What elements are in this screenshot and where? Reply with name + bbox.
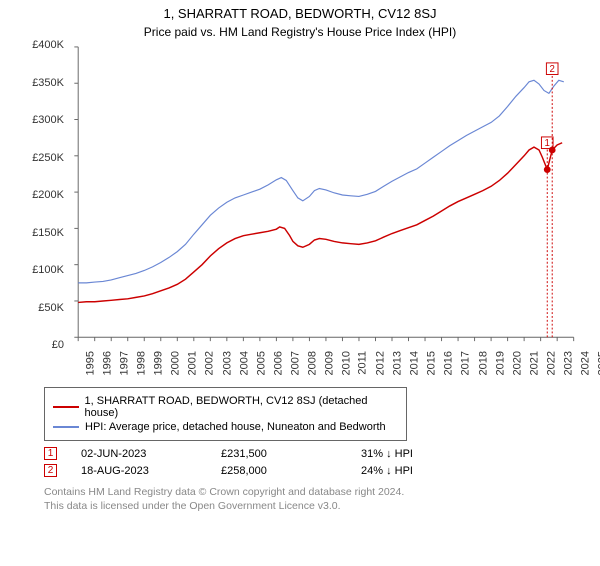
y-axis-label: £0: [20, 339, 64, 351]
data-point-price: £231,500: [221, 448, 361, 460]
data-point-date: 02-JUN-2023: [81, 448, 221, 460]
y-axis-label: £300K: [20, 114, 64, 126]
chart-title: 1, SHARRATT ROAD, BEDWORTH, CV12 8SJ: [0, 6, 600, 21]
legend-item: HPI: Average price, detached house, Nune…: [53, 421, 398, 433]
marker-badge: 2: [44, 464, 57, 477]
data-point-delta: 24% ↓ HPI: [361, 465, 501, 477]
footer-line-1: Contains HM Land Registry data © Crown c…: [44, 485, 600, 499]
y-axis-label: £350K: [20, 77, 64, 89]
y-axis-label: £400K: [20, 39, 64, 51]
footer-line-2: This data is licensed under the Open Gov…: [44, 499, 600, 513]
data-point-price: £258,000: [221, 465, 361, 477]
svg-text:1: 1: [545, 138, 550, 149]
data-point-table: 1 02-JUN-2023£231,50031% ↓ HPI 2 18-AUG-202…: [44, 447, 600, 477]
data-point-delta: 31% ↓ HPI: [361, 448, 501, 460]
footer-attribution: Contains HM Land Registry data © Crown c…: [44, 485, 600, 513]
chart-subtitle: Price paid vs. HM Land Registry's House …: [0, 25, 600, 39]
svg-text:2: 2: [550, 64, 555, 75]
legend-swatch: [53, 426, 79, 428]
y-axis-label: £150K: [20, 227, 64, 239]
y-axis-label: £100K: [20, 264, 64, 276]
data-point-row: 1 02-JUN-2023£231,50031% ↓ HPI: [44, 447, 600, 460]
y-axis-label: £250K: [20, 152, 64, 164]
data-point-row: 2 18-AUG-2023£258,00024% ↓ HPI: [44, 464, 600, 477]
data-point-date: 18-AUG-2023: [81, 465, 221, 477]
y-axis-label: £200K: [20, 189, 64, 201]
chart-svg: 12: [68, 45, 580, 345]
marker-badge: 1: [44, 447, 57, 460]
chart-area: 12 £0£50K£100K£150K£200K£250K£300K£350K£…: [20, 45, 580, 385]
legend: 1, SHARRATT ROAD, BEDWORTH, CV12 8SJ (de…: [44, 387, 407, 441]
legend-label: 1, SHARRATT ROAD, BEDWORTH, CV12 8SJ (de…: [85, 395, 399, 419]
legend-item: 1, SHARRATT ROAD, BEDWORTH, CV12 8SJ (de…: [53, 395, 398, 419]
legend-swatch: [53, 406, 79, 408]
x-axis-label: 2025: [596, 351, 600, 375]
legend-label: HPI: Average price, detached house, Nune…: [85, 421, 386, 433]
y-axis-label: £50K: [20, 302, 64, 314]
